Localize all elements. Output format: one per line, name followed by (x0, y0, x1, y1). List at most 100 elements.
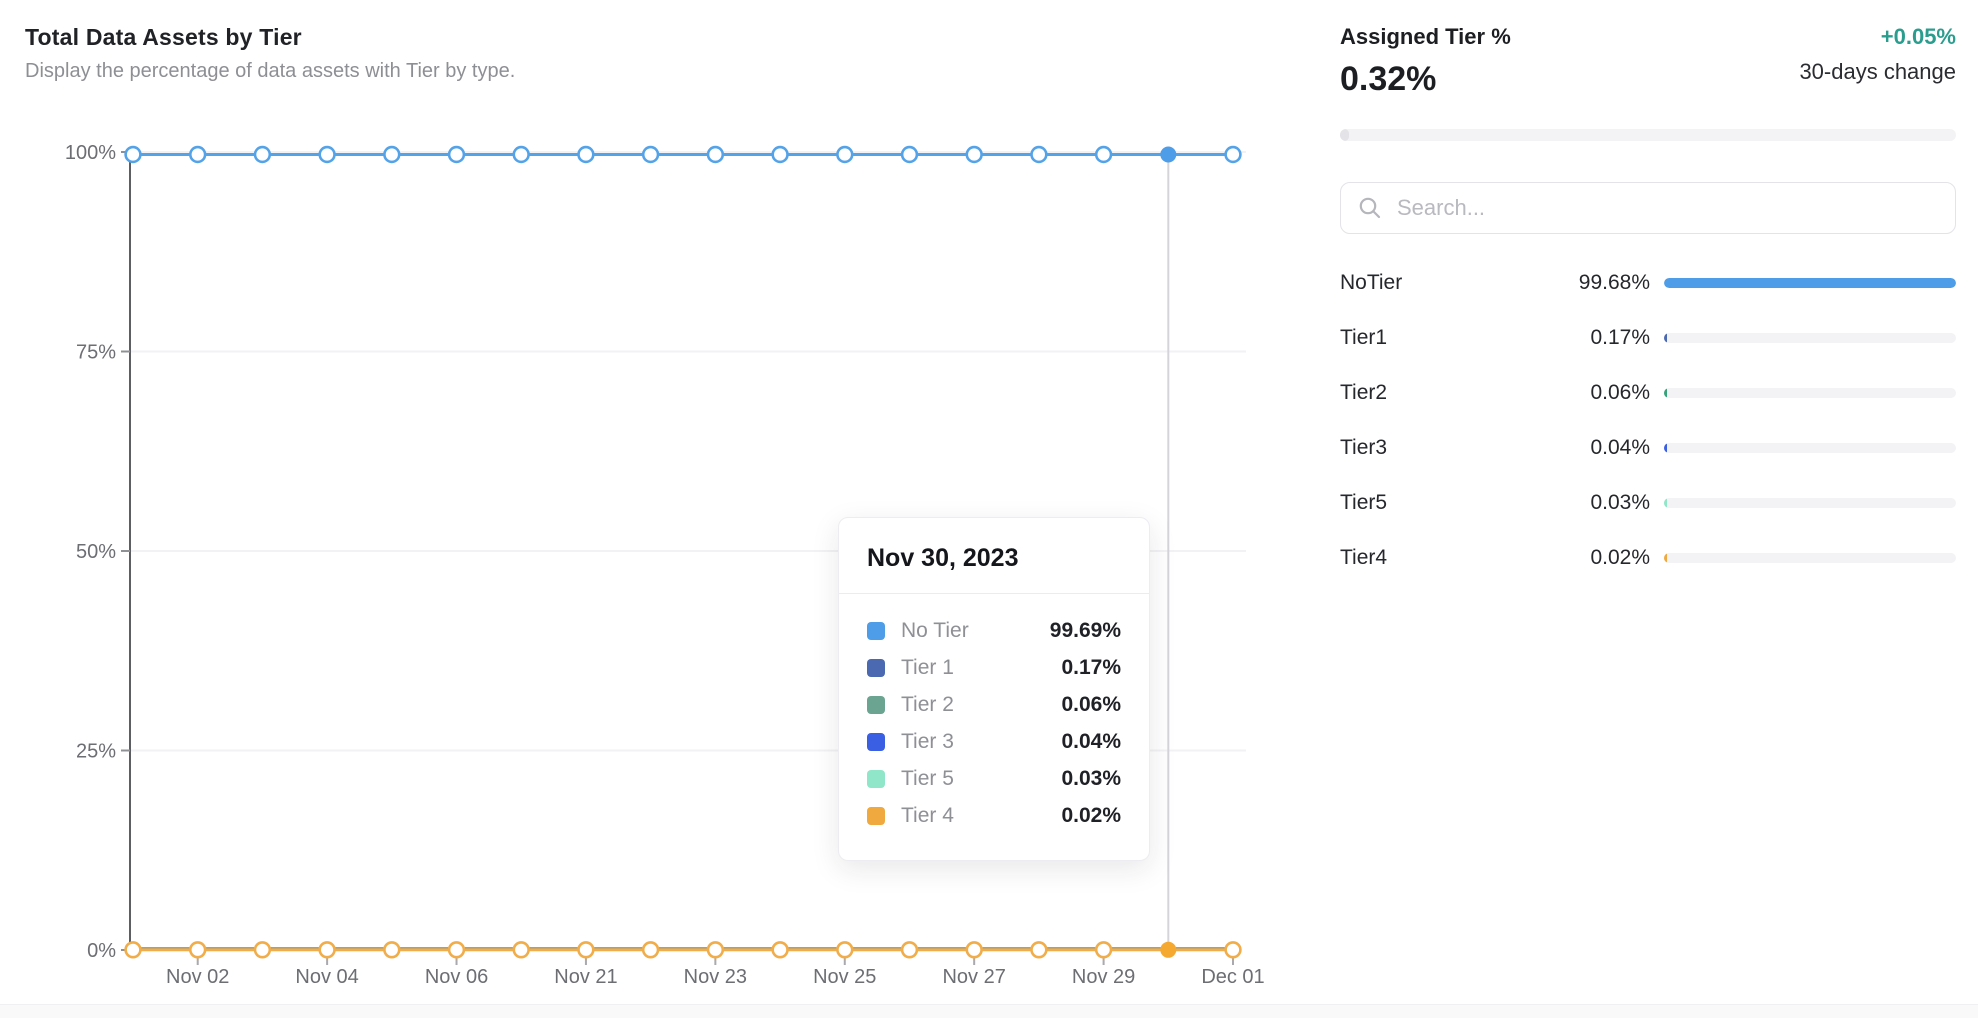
data-point[interactable] (512, 145, 530, 164)
data-point[interactable] (124, 941, 142, 959)
chart-subtitle: Display the percentage of data assets wi… (25, 60, 516, 82)
tier-percent: 99.68% (1578, 270, 1650, 294)
data-point[interactable] (1030, 145, 1048, 164)
tier-progress-fill (1664, 497, 1667, 508)
tier-name: Tier1 (1340, 325, 1388, 349)
series-value: 99.69% (1049, 618, 1121, 642)
series-color-swatch (867, 769, 885, 788)
data-point[interactable] (1094, 145, 1113, 164)
tier-progressbar (1664, 387, 1956, 398)
data-point[interactable] (577, 941, 595, 959)
tooltip-row: Tier 2 0.06% (867, 686, 1121, 723)
series-value: 0.17% (1061, 655, 1121, 679)
tier-progress-fill (1664, 552, 1667, 563)
series-value: 0.04% (1061, 729, 1121, 753)
change-value: +0.05% (1880, 24, 1956, 49)
data-point[interactable] (1224, 145, 1242, 164)
data-point[interactable] (383, 145, 401, 164)
tier-row-notier[interactable]: NoTier 99.68% (1340, 255, 1956, 310)
tooltip-row: Tier 5 0.03% (867, 760, 1121, 797)
data-point[interactable] (253, 145, 272, 164)
data-point[interactable] (641, 145, 660, 164)
series-label: Tier 1 (901, 655, 954, 679)
tooltip-row: No Tier 99.69% (867, 612, 1121, 649)
tier-progress-fill (1664, 277, 1956, 288)
series-label: Tier 4 (901, 803, 954, 827)
tier-row-tier1[interactable]: Tier1 0.17% (1340, 310, 1956, 365)
x-axis-label: Nov 29 (1072, 966, 1135, 988)
series-color-swatch (867, 658, 885, 677)
tier-name: NoTier (1340, 270, 1403, 294)
tier-name: Tier4 (1340, 545, 1388, 569)
highlighted-data-point[interactable] (1160, 146, 1177, 163)
tooltip-date: Nov 30, 2023 (867, 544, 1019, 572)
series-color-swatch (867, 695, 885, 714)
data-point[interactable] (900, 145, 919, 164)
tier-progressbar (1664, 277, 1956, 288)
data-point[interactable] (383, 941, 401, 959)
tier-trend-chart[interactable]: 0% 25% 50% 75% 100% Nov 02 Nov 04 Nov 06 Nov 21 N… (0, 0, 1290, 1010)
tooltip-row: Tier 4 0.02% (867, 797, 1121, 834)
assigned-tier-panel: Assigned Tier % 0.32% +0.05% 30-days cha… (1340, 0, 1956, 585)
data-point[interactable] (1094, 941, 1113, 959)
tier-percent: 0.03% (1590, 490, 1650, 514)
data-point[interactable] (641, 941, 660, 959)
assigned-tier-value: 0.32% (1340, 60, 1437, 98)
y-axis-label: 75% (76, 342, 116, 364)
tier-progressbar (1664, 332, 1956, 343)
y-axis-label: 100% (65, 142, 116, 164)
data-point[interactable] (1030, 941, 1048, 959)
assigned-tier-progressbar (1340, 129, 1956, 141)
tier-percent: 0.04% (1590, 435, 1650, 459)
tier-list: NoTier 99.68% Tier1 0.17% Tier2 0.06% Tier3 0.0… (1340, 255, 1956, 585)
assigned-tier-progress-fill (1340, 129, 1349, 141)
highlighted-data-point[interactable] (1160, 941, 1177, 958)
data-point[interactable] (836, 145, 854, 164)
data-point[interactable] (706, 145, 725, 164)
tooltip-divider (839, 593, 1149, 594)
data-point[interactable] (318, 941, 336, 959)
data-point[interactable] (771, 941, 789, 959)
series-color-swatch (867, 621, 885, 640)
y-axis-label: 50% (76, 541, 116, 563)
horizontal-scrollbar-track[interactable] (0, 1004, 1978, 1018)
series-label: Tier 3 (901, 729, 954, 753)
series-color-swatch (867, 732, 885, 751)
data-point[interactable] (512, 941, 530, 959)
chart-tooltip: Nov 30, 2023 No Tier 99.69% Tier 1 0.17% Tie… (838, 517, 1150, 861)
y-axis-label: 0% (87, 940, 116, 962)
data-point[interactable] (253, 941, 272, 959)
data-point[interactable] (965, 941, 983, 959)
tier-row-tier5[interactable]: Tier5 0.03% (1340, 475, 1956, 530)
data-point[interactable] (771, 145, 789, 164)
tier-row-tier2[interactable]: Tier2 0.06% (1340, 365, 1956, 420)
data-point[interactable] (124, 145, 142, 164)
tier-search-box[interactable] (1340, 182, 1956, 234)
tier-name: Tier5 (1340, 490, 1388, 514)
tier-row-tier3[interactable]: Tier3 0.04% (1340, 420, 1956, 475)
tier-progress-fill (1664, 442, 1667, 453)
data-point[interactable] (318, 145, 336, 164)
tier-row-tier4[interactable]: Tier4 0.02% (1340, 530, 1956, 585)
tier-chart-card: Total Data Assets by Tier Display the pe… (25, 24, 1265, 988)
data-point[interactable] (189, 941, 207, 959)
data-point[interactable] (1224, 941, 1242, 959)
x-axis-label: Dec 01 (1201, 966, 1264, 988)
series-label: Tier 2 (901, 692, 954, 716)
data-point[interactable] (836, 941, 854, 959)
data-point[interactable] (447, 145, 466, 164)
search-input[interactable] (1395, 194, 1939, 222)
data-point[interactable] (577, 145, 595, 164)
data-point[interactable] (965, 145, 983, 164)
series-label: No Tier (901, 618, 969, 642)
data-point[interactable] (706, 941, 725, 959)
x-axis-label: Nov 04 (295, 966, 358, 988)
x-axis-label: Nov 23 (684, 966, 747, 988)
data-point[interactable] (900, 941, 919, 959)
data-point[interactable] (189, 145, 207, 164)
tier-progress-fill (1664, 387, 1667, 398)
tooltip-row: Tier 3 0.04% (867, 723, 1121, 760)
series-value: 0.06% (1061, 692, 1121, 716)
data-point[interactable] (447, 941, 466, 959)
panel-header: Assigned Tier % 0.32% +0.05% 30-days cha… (1340, 24, 1956, 99)
